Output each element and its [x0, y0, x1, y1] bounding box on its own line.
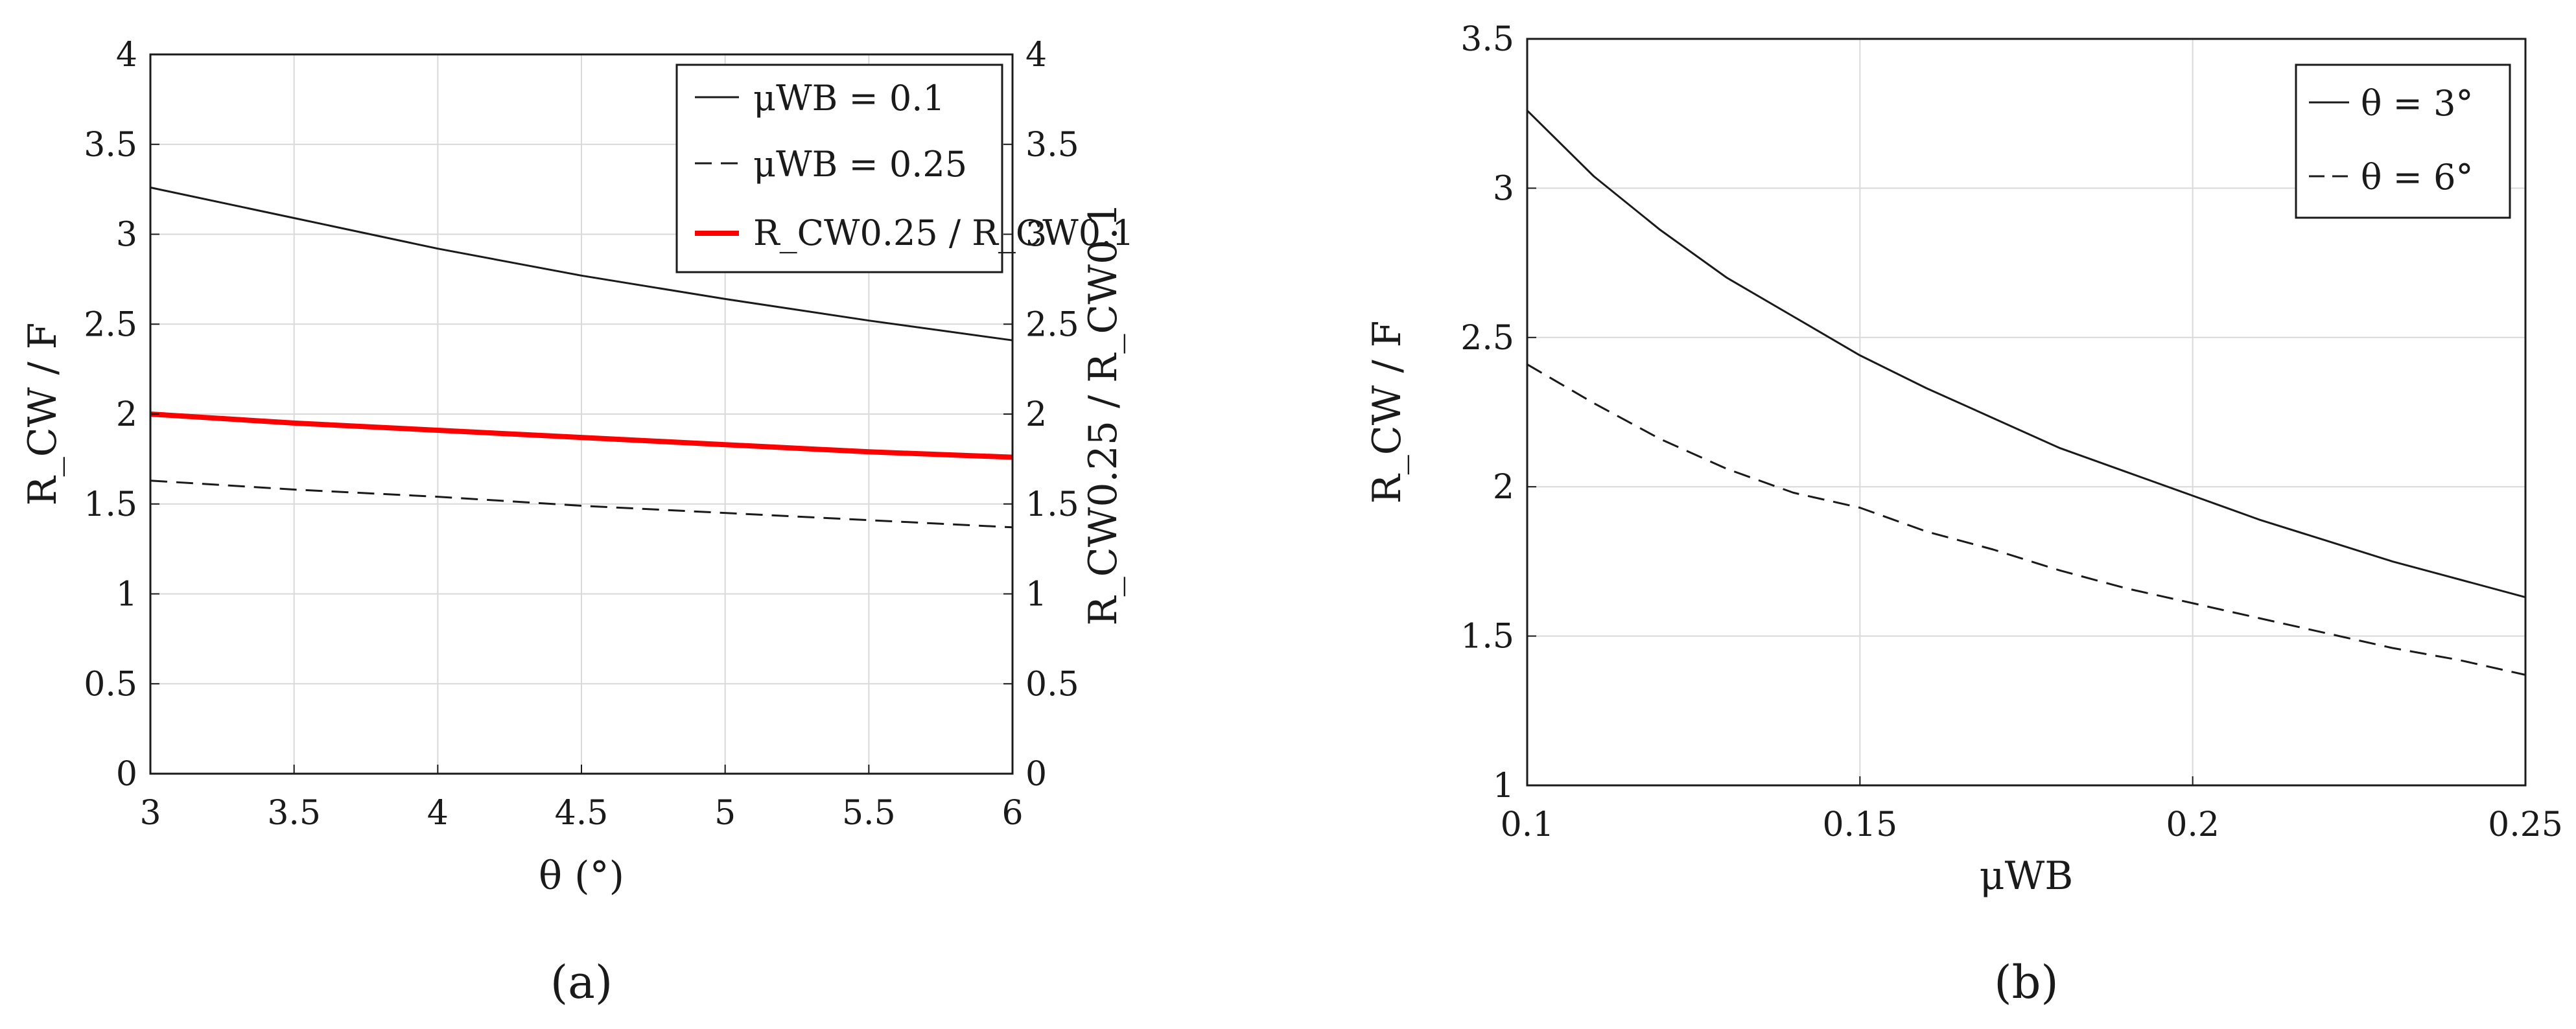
y-tick-label: 2 [116, 395, 137, 434]
series-group-b [1526, 110, 2526, 676]
legend-b: θ = 3° θ = 6° [2295, 64, 2511, 219]
series-line-1 [150, 480, 1013, 529]
y2-axis-label-a: R_CW0.25 / R_CW0.1 [1081, 203, 1126, 626]
y2-tick-label: 3.5 [1025, 126, 1079, 165]
legend-entry-theta-3: θ = 3° [2361, 83, 2473, 124]
y2-tick-label: 0.5 [1025, 665, 1079, 704]
legend-box-b [2295, 64, 2511, 219]
y-tick-label: 3.5 [1460, 20, 1514, 59]
y2-tick-label: 0 [1025, 755, 1047, 794]
y-tick-label: 2.5 [84, 305, 137, 344]
panel-label-b: (b) [1994, 956, 2058, 1009]
x-tick-label: 4 [427, 794, 449, 833]
y2-tick-label: 1 [1025, 575, 1047, 614]
y-axis-label-b: R_CW / F [1364, 321, 1410, 504]
y-tick-label: 1.5 [84, 485, 137, 524]
legend-box-a [675, 64, 1003, 273]
y-tick-label: 0.5 [84, 665, 137, 704]
legend-entry-ratio: R_CW0.25 / R_CW0.1 [753, 213, 1134, 253]
legend-a: μWB = 0.1 μWB = 0.25 R_CW0.25 / R_CW0.1 [675, 64, 1134, 273]
x-tick-label: 0.2 [2166, 805, 2219, 844]
x-axis-label-a: θ (°) [539, 853, 624, 899]
y-tick-label: 0 [116, 755, 137, 794]
y2-tick-label: 4 [1025, 36, 1047, 75]
x-axis-label-b: μWB [1980, 853, 2074, 899]
y-tick-label: 1.5 [1460, 618, 1514, 656]
x-tick-label: 3.5 [267, 794, 321, 833]
x-tick-label: 5 [714, 794, 736, 833]
x-tick-label: 0.1 [1501, 805, 1554, 844]
plot-frame-b [1526, 38, 2527, 787]
series-line-2 [150, 411, 1013, 460]
series-line-1 [1527, 364, 2526, 676]
ticks-a: 3 3.5 4 4.5 5 5.5 600.511.522.533.5400.511.522… [84, 36, 1079, 833]
x-tick-label: 6 [1001, 794, 1023, 833]
y2-tick-label: 2.5 [1025, 305, 1079, 344]
y2-tick-label: 3 [1025, 216, 1047, 255]
panel-label-a: (a) [550, 956, 613, 1009]
x-tick-label: 0.25 [2488, 805, 2563, 844]
legend-entry-mu-0.25: μWB = 0.25 [753, 144, 967, 185]
chart-panel-a: 3 3.5 4 4.5 5 5.5 600.511.522.533.5400.511.522… [20, 36, 1134, 1009]
x-tick-label: 3 [139, 794, 161, 833]
y-tick-label: 2 [1493, 468, 1514, 507]
x-tick-label: 0.15 [1822, 805, 1897, 844]
y-tick-label: 1 [1493, 767, 1514, 805]
y-tick-label: 3 [1493, 169, 1514, 208]
series-group-a [150, 186, 1013, 529]
series-line-0 [150, 186, 1013, 341]
x-tick-label: 4.5 [555, 794, 609, 833]
y-tick-label: 2.5 [1460, 319, 1514, 358]
ticks-b: 0.1 0.15 0.2 0.25 1 1.5 2 2.5 3 3.5 [1460, 20, 2563, 844]
x-tick-label: 5.5 [842, 794, 896, 833]
legend-entry-mu-0.1: μWB = 0.1 [753, 78, 945, 119]
y2-tick-label: 1.5 [1025, 485, 1079, 524]
y-tick-label: 3.5 [84, 126, 137, 165]
y2-tick-label: 2 [1025, 395, 1047, 434]
y-tick-label: 3 [116, 216, 137, 255]
series-line-0 [1526, 110, 2526, 599]
y-tick-label: 4 [116, 36, 137, 75]
y-tick-label: 1 [116, 575, 137, 614]
y-axis-label-a: R_CW / F [20, 323, 65, 506]
legend-entry-theta-6: θ = 6° [2361, 157, 2473, 198]
